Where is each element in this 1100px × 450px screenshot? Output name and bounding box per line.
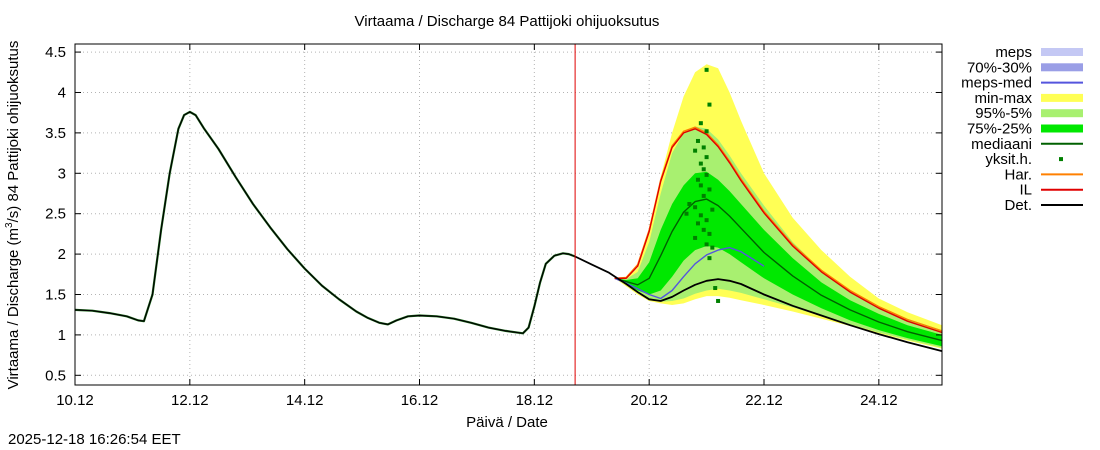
- legend-label: meps-med: [961, 75, 1032, 92]
- scatter-point: [701, 145, 706, 150]
- scatter-point: [710, 207, 715, 212]
- scatter-point: [687, 201, 692, 206]
- legend-label: Det.: [1004, 197, 1032, 214]
- scatter-point: [695, 221, 700, 226]
- y-tick-label: 3.5: [45, 125, 66, 142]
- legend-swatch: [1041, 124, 1083, 133]
- y-axis-label-prefix: Virtaama / Discharge (m: [5, 228, 22, 389]
- series-det: [574, 255, 943, 352]
- x-tick-label: 14.12: [286, 392, 324, 409]
- x-tick-label: 18.12: [516, 392, 554, 409]
- y-tick-label: 1.5: [45, 286, 66, 303]
- scatter-layer: [684, 67, 721, 303]
- band-75%-25%: [614, 171, 942, 347]
- legend-swatch: [1041, 63, 1083, 72]
- scatter-point: [695, 138, 700, 143]
- series-il: [614, 128, 943, 334]
- legend-label: 75%-25%: [967, 121, 1032, 138]
- series-layer: [74, 110, 943, 352]
- scatter-point: [684, 211, 689, 216]
- y-axis-label: Virtaama / Discharge (m3/s) 84 Pattijoki…: [4, 41, 22, 390]
- y-tick-label: 2.5: [45, 206, 66, 223]
- scatter-point: [704, 218, 709, 223]
- scatter-point: [698, 183, 703, 188]
- y-axis-label-superscript: 3: [4, 222, 15, 228]
- y-axis-label-suffix: /s) 84 Pattijoki ohijuoksutus: [5, 41, 22, 223]
- y-tick-label: 2: [58, 246, 66, 263]
- y-tick-label: 4.5: [45, 44, 66, 61]
- y-tick-label: 4: [58, 84, 66, 101]
- legend-swatch: [1059, 157, 1063, 162]
- legend-swatch: [1041, 109, 1083, 118]
- scatter-point: [698, 121, 703, 126]
- scatter-point: [693, 235, 698, 240]
- tick-layer: 10.12 12.12 14.12 16.12 18.12 20.12 22.12 24.12…: [45, 44, 942, 409]
- scatter-point: [701, 193, 706, 198]
- x-tick-label: 22.12: [745, 392, 783, 409]
- scatter-point: [704, 155, 709, 160]
- scatter-point: [698, 161, 703, 166]
- scatter-point: [693, 205, 698, 210]
- chart-title: Virtaama / Discharge 84 Pattijoki ohijuo…: [355, 13, 660, 30]
- grid-layer: [75, 44, 942, 385]
- scatter-point: [707, 102, 712, 107]
- band-layer: [614, 64, 942, 349]
- y-tick-label: 3: [58, 165, 66, 182]
- legend-label: min-max: [974, 90, 1032, 107]
- x-tick-label: 10.12: [56, 392, 94, 409]
- scatter-point: [716, 298, 721, 303]
- legend-label: Har.: [1004, 166, 1032, 183]
- x-axis-label: Päivä / Date: [466, 414, 548, 431]
- legend-label: mediaani: [971, 136, 1032, 153]
- plot-frame: [74, 43, 943, 386]
- x-tick-label: 16.12: [401, 392, 439, 409]
- scatter-point: [704, 129, 709, 134]
- legend: meps70%-30%meps-medmin-max95%-5%75%-25%m…: [961, 44, 1083, 214]
- legend-label: meps: [995, 44, 1032, 61]
- legend-swatch: [1041, 93, 1083, 102]
- legend-swatch: [1041, 48, 1083, 56]
- series-mepsmed: [614, 246, 765, 300]
- scatter-point: [710, 245, 715, 250]
- scatter-point: [704, 172, 709, 177]
- scatter-point: [701, 167, 706, 172]
- scatter-point: [701, 227, 706, 232]
- scatter-point: [707, 256, 712, 261]
- scatter-point: [713, 286, 718, 291]
- observed-line-shadow: [74, 110, 576, 335]
- series-mediaani: [614, 198, 943, 342]
- scatter-point: [695, 177, 700, 182]
- scatter-point: [693, 148, 698, 153]
- legend-label: 70%-30%: [967, 59, 1032, 76]
- scatter-point: [704, 242, 709, 247]
- x-tick-label: 20.12: [630, 392, 668, 409]
- timestamp: 2025-12-18 16:26:54 EET: [8, 431, 181, 448]
- legend-label: IL: [1019, 182, 1032, 199]
- scatter-point: [707, 231, 712, 236]
- scatter-point: [698, 213, 703, 218]
- observed-line: [74, 111, 576, 334]
- x-tick-label: 24.12: [860, 392, 898, 409]
- x-tick-label: 12.12: [171, 392, 209, 409]
- y-tick-label: 0.5: [45, 367, 66, 384]
- scatter-point: [704, 67, 709, 72]
- legend-label: 95%-5%: [975, 105, 1032, 122]
- y-tick-label: 1: [58, 327, 66, 344]
- legend-label: yksit.h.: [985, 151, 1032, 168]
- scatter-point: [707, 187, 712, 192]
